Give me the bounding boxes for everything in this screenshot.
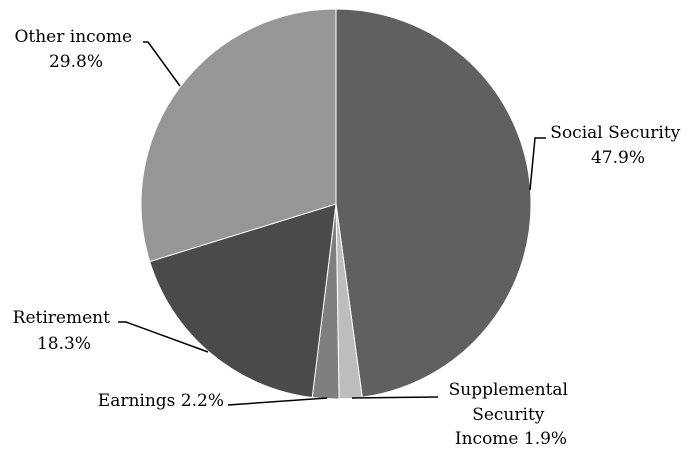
label-retirement: Retirement 18.3% [13, 308, 116, 354]
leader-line-other-income [143, 41, 181, 87]
pie-slice-retirement [149, 203, 337, 399]
leader-line-earnings [227, 397, 328, 406]
pie-slices [140, 8, 532, 400]
leader-line-retirement [118, 321, 209, 353]
label-social-security: Social Security 47.9% [550, 123, 685, 168]
pie-slice-social-security [335, 8, 532, 398]
label-earnings: Earnings 2.2% [98, 391, 224, 411]
leader-line-ssi [351, 396, 439, 399]
pie-slice-other-income [140, 8, 337, 263]
label-supplemental-security-income: Supplemental Security Income 1.9% [449, 380, 574, 449]
leader-line-social-security [529, 137, 546, 191]
label-other-income: Other income 29.8% [14, 27, 137, 72]
